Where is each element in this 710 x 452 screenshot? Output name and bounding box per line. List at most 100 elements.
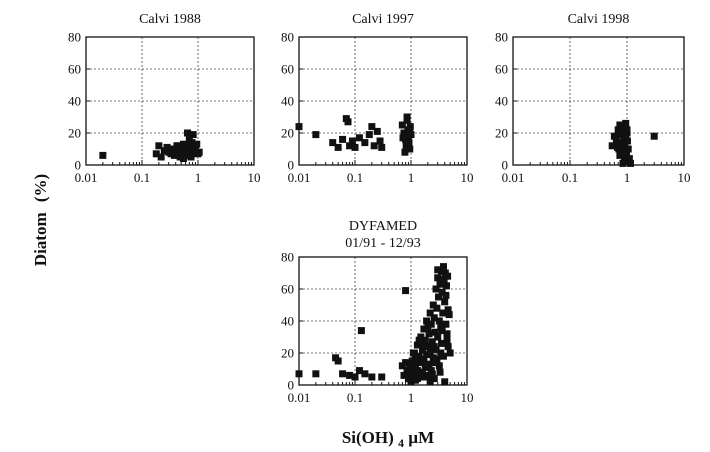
data-point xyxy=(441,378,449,386)
data-point xyxy=(444,343,452,351)
data-point xyxy=(334,143,342,151)
data-point xyxy=(426,309,434,317)
x-tick-label: 0.1 xyxy=(347,170,363,185)
x-tick-label: 0.1 xyxy=(134,170,150,185)
data-point xyxy=(413,341,421,349)
data-point xyxy=(346,371,354,379)
y-tick-label: 0 xyxy=(502,158,509,173)
panel-title: Calvi 1997 xyxy=(352,12,414,27)
y-tick-label: 20 xyxy=(68,126,81,141)
data-point xyxy=(442,291,450,299)
panel-title: DYFAMED xyxy=(349,219,417,234)
data-point xyxy=(409,349,417,357)
data-point xyxy=(357,327,365,335)
data-point xyxy=(616,151,624,159)
y-tick-label: 0 xyxy=(288,158,295,173)
data-point xyxy=(438,327,446,335)
data-point xyxy=(346,142,354,150)
data-point xyxy=(184,129,192,137)
data-point xyxy=(406,123,414,131)
data-point xyxy=(626,159,634,167)
data-point xyxy=(423,362,431,370)
x-tick-label: 0.1 xyxy=(562,170,578,185)
data-point xyxy=(430,375,438,383)
data-point xyxy=(442,282,450,290)
data-point xyxy=(434,266,442,274)
data-point xyxy=(441,298,449,306)
data-point xyxy=(446,349,454,357)
x-tick-label: 0.01 xyxy=(502,170,525,185)
data-point xyxy=(415,336,423,344)
data-point xyxy=(612,137,620,145)
data-point xyxy=(400,371,408,379)
data-point xyxy=(423,317,431,325)
x-tick-label: 0.01 xyxy=(288,170,311,185)
y-axis-title-main: Diatom xyxy=(31,212,50,266)
y-tick-label: 0 xyxy=(75,158,82,173)
y-tick-label: 60 xyxy=(281,282,294,297)
y-axis-title: Diatom (%) xyxy=(31,174,50,266)
y-tick-label: 80 xyxy=(495,30,508,45)
data-point xyxy=(368,373,376,381)
data-point xyxy=(370,142,378,150)
data-point xyxy=(424,323,432,331)
data-point xyxy=(175,142,183,150)
data-point xyxy=(373,127,381,135)
data-point xyxy=(426,378,434,386)
y-axis-title-unit: (%) xyxy=(31,174,50,202)
data-point xyxy=(428,338,436,346)
data-point xyxy=(361,370,369,378)
data-point xyxy=(163,143,171,151)
data-point xyxy=(312,131,320,139)
panel-subtitle: 01/91 - 12/93 xyxy=(345,236,420,251)
data-point xyxy=(406,363,414,371)
data-point xyxy=(376,137,384,145)
data-point xyxy=(442,320,450,328)
data-point xyxy=(436,280,444,288)
panel-title: Calvi 1998 xyxy=(568,12,630,27)
data-point xyxy=(426,347,434,355)
data-point xyxy=(444,306,452,314)
data-point xyxy=(437,339,445,347)
data-point xyxy=(420,355,428,363)
data-point xyxy=(423,351,431,359)
data-point xyxy=(608,142,616,150)
data-point xyxy=(406,145,414,153)
data-point xyxy=(439,263,447,271)
data-point xyxy=(355,134,363,142)
data-point xyxy=(418,346,426,354)
data-point xyxy=(399,134,407,142)
data-point xyxy=(616,121,624,129)
data-point xyxy=(339,135,347,143)
x-axis-title-unit: µM xyxy=(408,428,434,447)
data-point xyxy=(439,309,447,317)
data-point xyxy=(433,304,441,312)
data-point xyxy=(355,367,363,375)
data-point xyxy=(365,131,373,139)
data-point xyxy=(295,370,303,378)
data-point xyxy=(613,143,621,151)
data-point xyxy=(404,140,412,148)
data-point xyxy=(435,317,443,325)
data-point xyxy=(445,311,453,319)
data-point xyxy=(430,343,438,351)
data-point xyxy=(403,113,411,121)
y-tick-label: 20 xyxy=(281,346,294,361)
data-point xyxy=(429,301,437,309)
y-tick-label: 60 xyxy=(68,62,81,77)
data-point xyxy=(433,355,441,363)
chart-panel: 0.01 0.1 1 10 0 20 40 60 80 DYFAMED 01/91 - 12/93 xyxy=(281,219,474,405)
data-point xyxy=(406,127,414,135)
data-point xyxy=(430,314,438,322)
y-tick-label: 40 xyxy=(281,314,294,329)
data-point xyxy=(424,343,432,351)
x-tick-label: 10 xyxy=(461,170,474,185)
data-point xyxy=(415,352,423,360)
data-point xyxy=(155,142,163,150)
data-point xyxy=(404,371,412,379)
data-point xyxy=(400,129,408,137)
data-point xyxy=(295,123,303,131)
y-tick-label: 60 xyxy=(495,62,508,77)
data-point xyxy=(624,145,632,153)
